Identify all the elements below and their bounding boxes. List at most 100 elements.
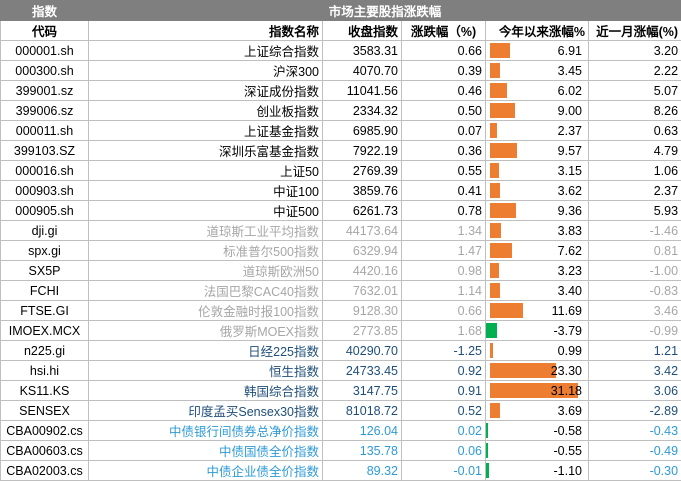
close-value: 24733.45 [323,361,402,381]
ytd-bar [486,423,488,438]
ytd-label: 6.02 [558,84,588,98]
ytd-label: 3.62 [558,184,588,198]
close-value: 9128.30 [323,301,402,321]
close-value: 126.04 [323,421,402,441]
ytd-value: 3.69 [486,401,589,421]
month-change-value: 2.37 [589,181,681,201]
ytd-bar [490,83,507,98]
close-value: 2773.85 [323,321,402,341]
ytd-label: -1.10 [554,464,589,478]
ytd-bar [490,203,516,218]
header-name[interactable]: 指数名称 [89,21,323,41]
ytd-value: -1.10 [486,461,589,481]
ytd-value: 7.62 [486,241,589,261]
close-value: 11041.56 [323,81,402,101]
index-code: 399006.sz [1,101,89,121]
change-value: 0.02 [402,421,486,441]
close-value: 3147.75 [323,381,402,401]
index-code: CBA00603.cs [1,441,89,461]
close-value: 7632.01 [323,281,402,301]
index-code: 000905.sh [1,201,89,221]
change-value: 1.68 [402,321,486,341]
change-value: 0.07 [402,121,486,141]
month-change-value: -2.89 [589,401,681,421]
index-name: 上证50 [89,161,323,181]
close-value: 6261.73 [323,201,402,221]
index-name: 中证100 [89,181,323,201]
ytd-bar [490,143,517,158]
ytd-value: 3.40 [486,281,589,301]
month-change-value: -0.43 [589,421,681,441]
month-change-value: 1.06 [589,161,681,181]
ytd-value: -0.55 [486,441,589,461]
ytd-label: 0.99 [558,344,588,358]
header-close[interactable]: 收盘指数 [323,21,402,41]
month-change-value: 8.26 [589,101,681,121]
change-value: 1.14 [402,281,486,301]
change-value: 0.66 [402,301,486,321]
close-value: 3859.76 [323,181,402,201]
header-ytd[interactable]: 今年以来涨幅% [486,21,589,41]
index-name: 恒生指数 [89,361,323,381]
table-title: 市场主要股指涨跌幅 [89,1,681,21]
ytd-value: 2.37 [486,121,589,141]
index-code: SENSEX [1,401,89,421]
header-month[interactable]: 近一月涨幅(%) [589,21,681,41]
index-name: 道琼斯工业平均指数 [89,221,323,241]
index-name: 沪深300 [89,61,323,81]
index-code: FCHI [1,281,89,301]
ytd-label: 3.40 [558,284,588,298]
ytd-value: 23.30 [486,361,589,381]
header-row: 代码 指数名称 收盘指数 涨跌幅（%) 今年以来涨幅% 近一月涨幅(%) [1,21,681,41]
change-value: 1.34 [402,221,486,241]
ytd-label: 6.91 [558,44,588,58]
change-value: 0.66 [402,41,486,61]
index-name: 创业板指数 [89,101,323,121]
change-value: 0.98 [402,261,486,281]
ytd-label: 3.23 [558,264,588,278]
ytd-value: -0.58 [486,421,589,441]
ytd-bar [490,183,500,198]
index-name: 伦敦金融时报100指数 [89,301,323,321]
change-value: 0.06 [402,441,486,461]
index-name: 标准普尔500指数 [89,241,323,261]
header-code[interactable]: 代码 [1,21,89,41]
close-value: 81018.72 [323,401,402,421]
ytd-value: 9.36 [486,201,589,221]
ytd-label: 31.18 [551,384,588,398]
index-name: 深证成份指数 [89,81,323,101]
header-change[interactable]: 涨跌幅（%) [402,21,486,41]
change-value: 0.78 [402,201,486,221]
close-value: 7922.19 [323,141,402,161]
close-value: 89.32 [323,461,402,481]
ytd-label: -3.79 [554,324,589,338]
index-code: 399103.SZ [1,141,89,161]
ytd-bar [490,123,497,138]
ytd-bar [490,43,510,58]
close-value: 4420.16 [323,261,402,281]
close-value: 4070.70 [323,61,402,81]
